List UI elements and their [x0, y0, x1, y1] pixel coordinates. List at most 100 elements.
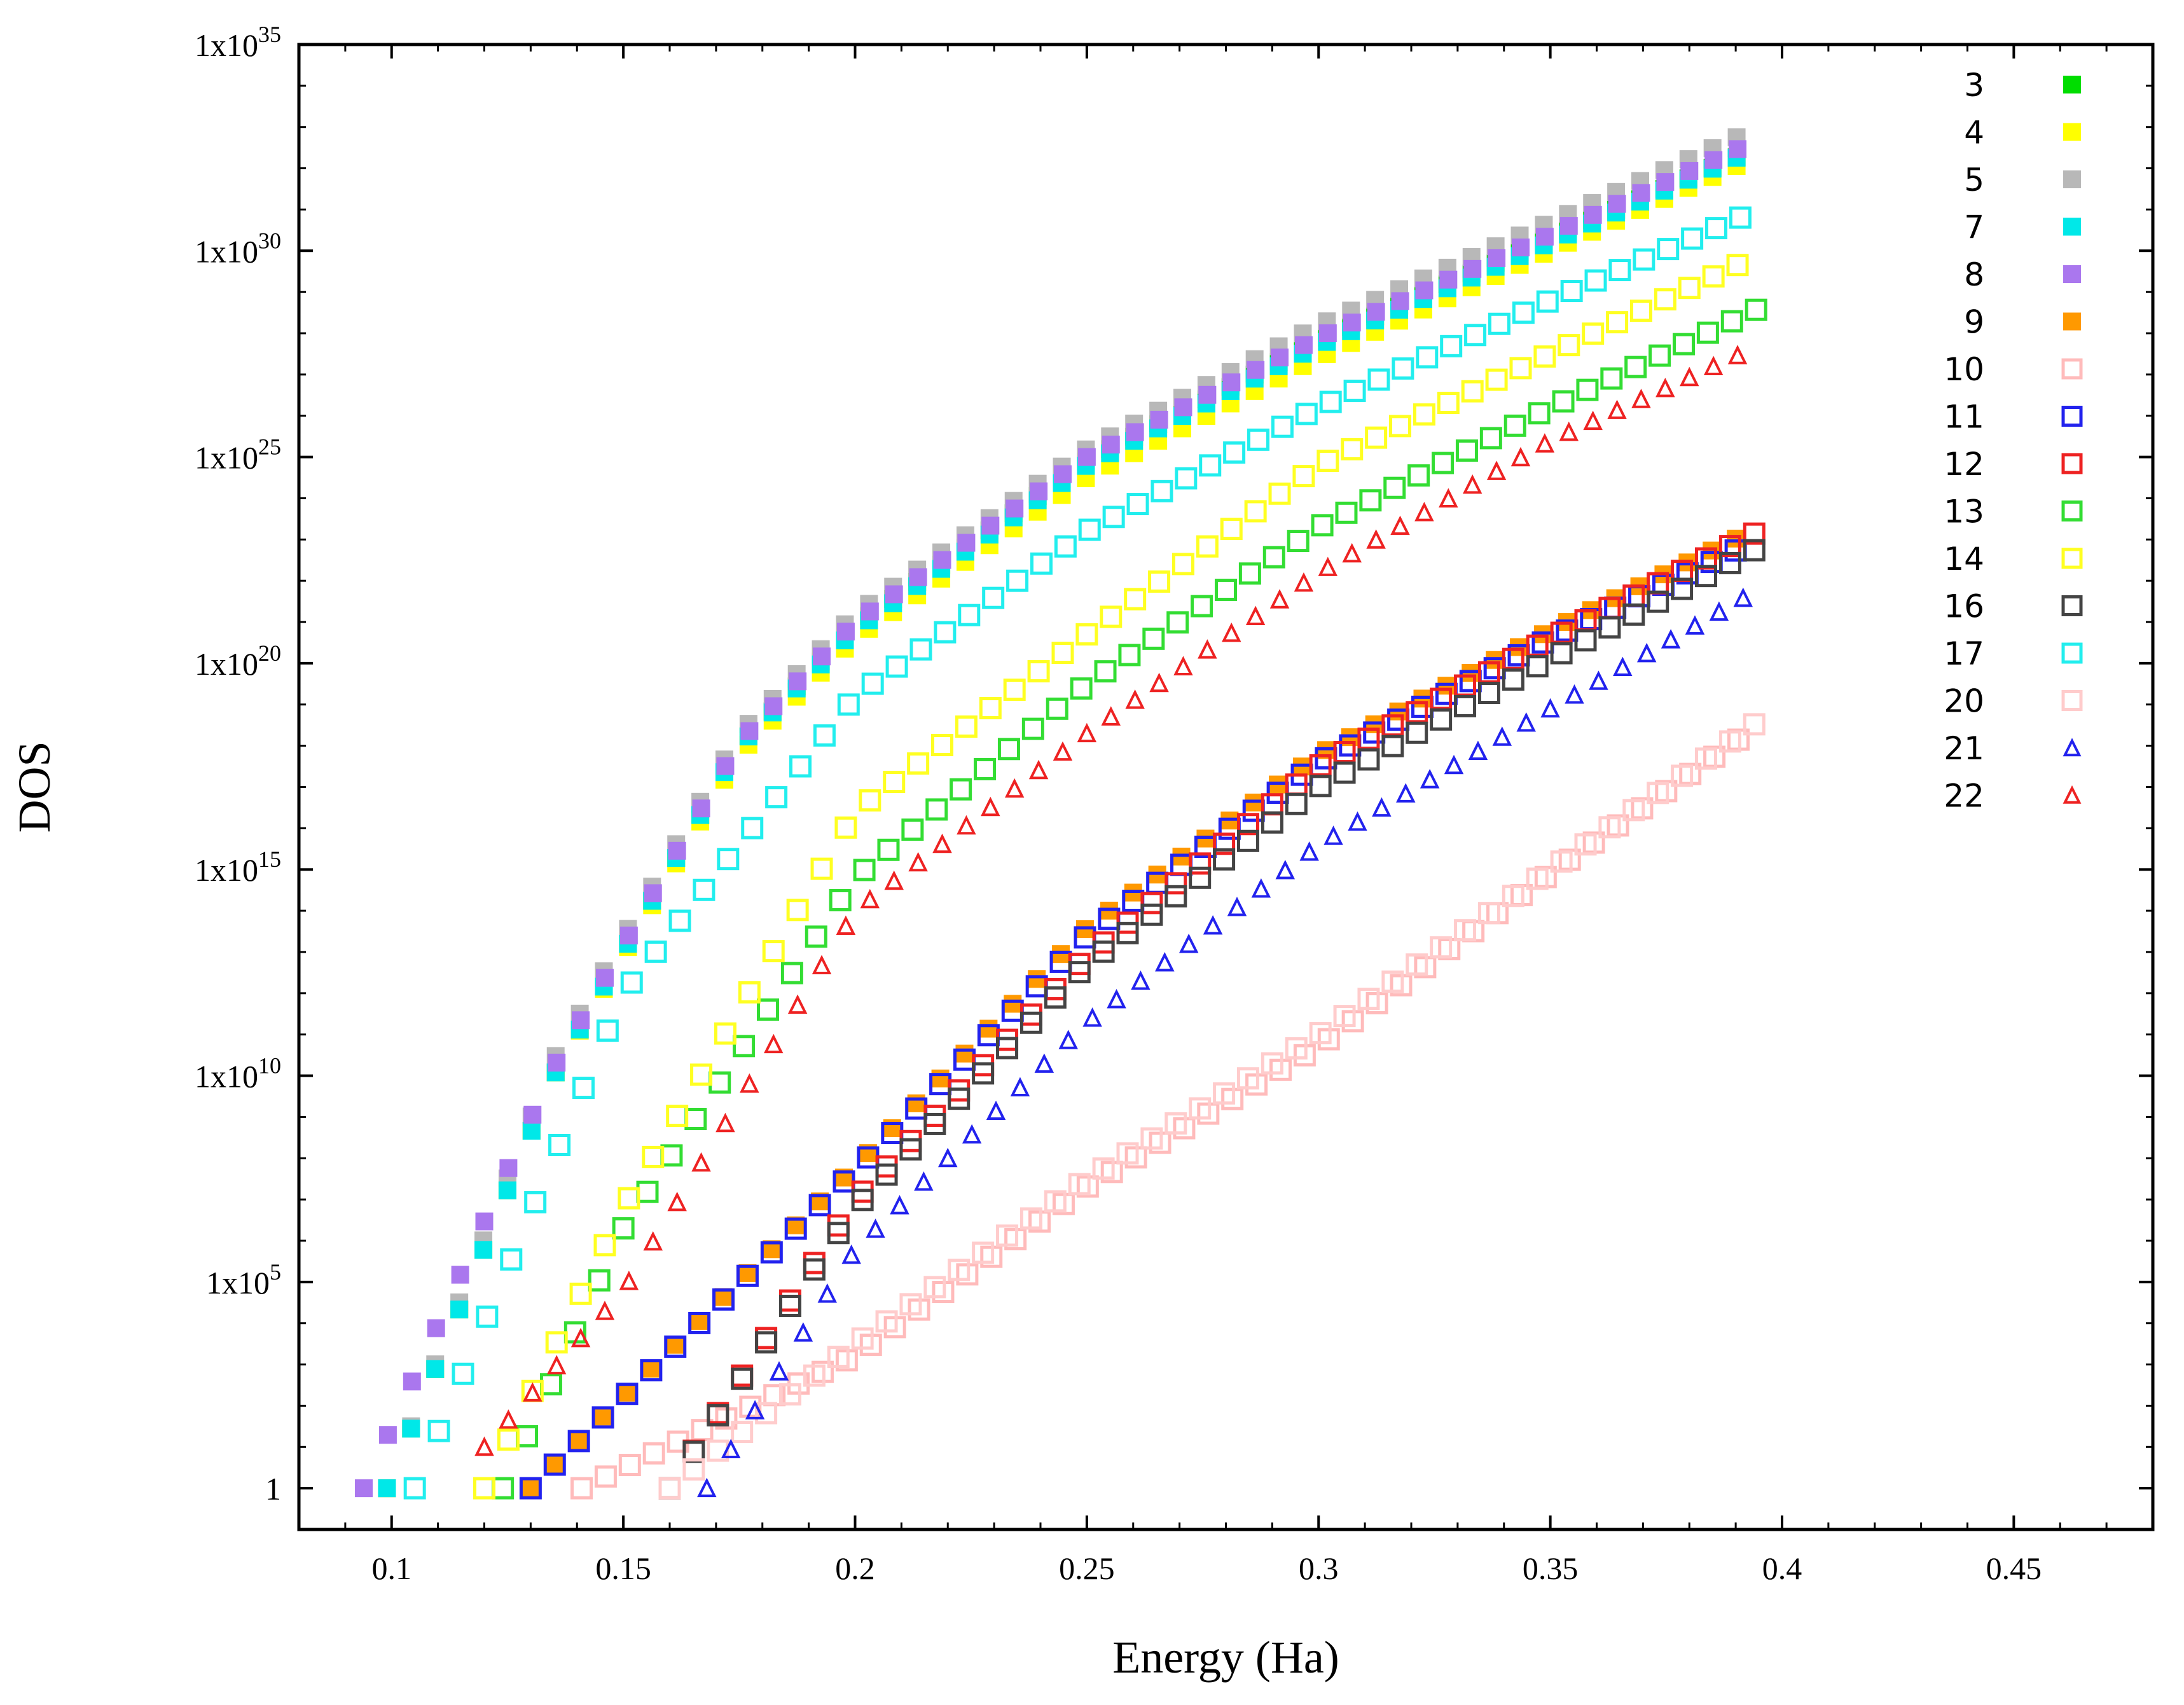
- data-point: [853, 859, 876, 881]
- data-point: [812, 955, 832, 975]
- data-point: [714, 1022, 736, 1045]
- data-point: [780, 962, 803, 984]
- data-point: [1647, 782, 1669, 804]
- data-point: [1236, 1067, 1259, 1090]
- data-point: [1092, 1157, 1115, 1180]
- data-point: [1656, 173, 1675, 191]
- data-point: [666, 1336, 684, 1354]
- data-point: [519, 1477, 542, 1500]
- data-point: [1101, 706, 1121, 726]
- data-point: [1309, 775, 1332, 797]
- data-point: [1468, 740, 1488, 761]
- data-point: [1366, 529, 1386, 549]
- data-point: [1606, 311, 1629, 334]
- series-9: [522, 529, 1745, 1498]
- data-point: [1149, 672, 1169, 693]
- data-point: [643, 1231, 663, 1251]
- data-point: [591, 1406, 614, 1429]
- data-point: [642, 1145, 665, 1168]
- data-point: [740, 722, 759, 740]
- data-point: [877, 838, 900, 861]
- data-point: [784, 1217, 807, 1240]
- series-20: [658, 713, 1766, 1500]
- data-point: [1171, 553, 1194, 576]
- data-point: [426, 1360, 445, 1378]
- data-point: [907, 1094, 925, 1112]
- data-point: [1396, 783, 1416, 803]
- data-point: [851, 1189, 874, 1211]
- legend-label: 11: [1944, 399, 1984, 436]
- data-point: [1694, 747, 1717, 770]
- data-point: [1028, 970, 1046, 988]
- legend-marker: [2063, 123, 2081, 141]
- data-point: [403, 1477, 426, 1500]
- data-point: [841, 1244, 861, 1264]
- data-point: [697, 1477, 717, 1498]
- data-point: [1432, 452, 1455, 474]
- data-point: [1245, 605, 1266, 626]
- data-point: [664, 1336, 687, 1358]
- data-point: [1486, 460, 1507, 480]
- data-point: [1381, 970, 1404, 993]
- data-point: [1381, 735, 1404, 757]
- data-point: [786, 899, 809, 922]
- data-point: [778, 1383, 801, 1406]
- data-point: [1502, 668, 1524, 691]
- data-point: [1343, 314, 1361, 332]
- data-point: [1392, 357, 1414, 380]
- data-point: [402, 1419, 420, 1438]
- series-10: [570, 728, 1750, 1500]
- data-point: [1196, 535, 1219, 558]
- data-point: [1261, 811, 1283, 834]
- data-point: [1271, 349, 1289, 367]
- series-11: [519, 539, 1747, 1500]
- legend-label: 22: [1944, 778, 1984, 815]
- data-point: [981, 796, 1000, 817]
- data-point: [1745, 298, 1767, 321]
- data-point: [1624, 355, 1647, 378]
- legend-label: 9: [1964, 304, 1984, 341]
- data-point: [543, 1453, 566, 1476]
- data-point: [1440, 335, 1463, 357]
- data-point: [957, 534, 976, 552]
- legend-label: 21: [1944, 730, 1984, 767]
- data-point: [1030, 482, 1048, 500]
- data-point: [644, 940, 667, 963]
- y-tick-label: 1x1025: [195, 434, 281, 476]
- data-point: [712, 1288, 735, 1311]
- data-point: [827, 1214, 850, 1237]
- data-point: [595, 1301, 615, 1320]
- data-point: [1718, 730, 1741, 753]
- data-point: [619, 1271, 639, 1290]
- data-point: [1295, 403, 1318, 425]
- data-point: [755, 1331, 778, 1354]
- data-point: [1582, 322, 1605, 345]
- data-point: [909, 568, 927, 586]
- data-point: [1552, 390, 1575, 413]
- data-point: [1629, 300, 1652, 322]
- data-point: [1077, 722, 1097, 743]
- series-5: [378, 128, 1746, 1498]
- data-point: [1574, 629, 1597, 652]
- marks-layer: [355, 128, 1767, 1500]
- y-axis-title: DOS: [9, 741, 60, 832]
- data-point: [1006, 499, 1024, 518]
- data-point: [1608, 195, 1626, 213]
- data-point: [1576, 378, 1599, 401]
- data-point: [836, 623, 855, 641]
- legend-label: 7: [1964, 209, 1984, 246]
- data-point: [1516, 712, 1536, 732]
- data-point: [836, 915, 856, 935]
- data-point: [1222, 622, 1241, 642]
- data-point: [660, 1144, 683, 1167]
- data-point: [1565, 684, 1584, 704]
- data-point: [1462, 474, 1482, 494]
- data-point: [593, 1234, 616, 1257]
- data-point: [658, 1477, 681, 1500]
- data-point: [427, 1419, 450, 1442]
- data-point: [1454, 919, 1477, 942]
- data-point: [813, 724, 836, 747]
- series-17: [403, 206, 1752, 1500]
- data-point: [1244, 500, 1267, 523]
- data-point: [548, 1053, 566, 1072]
